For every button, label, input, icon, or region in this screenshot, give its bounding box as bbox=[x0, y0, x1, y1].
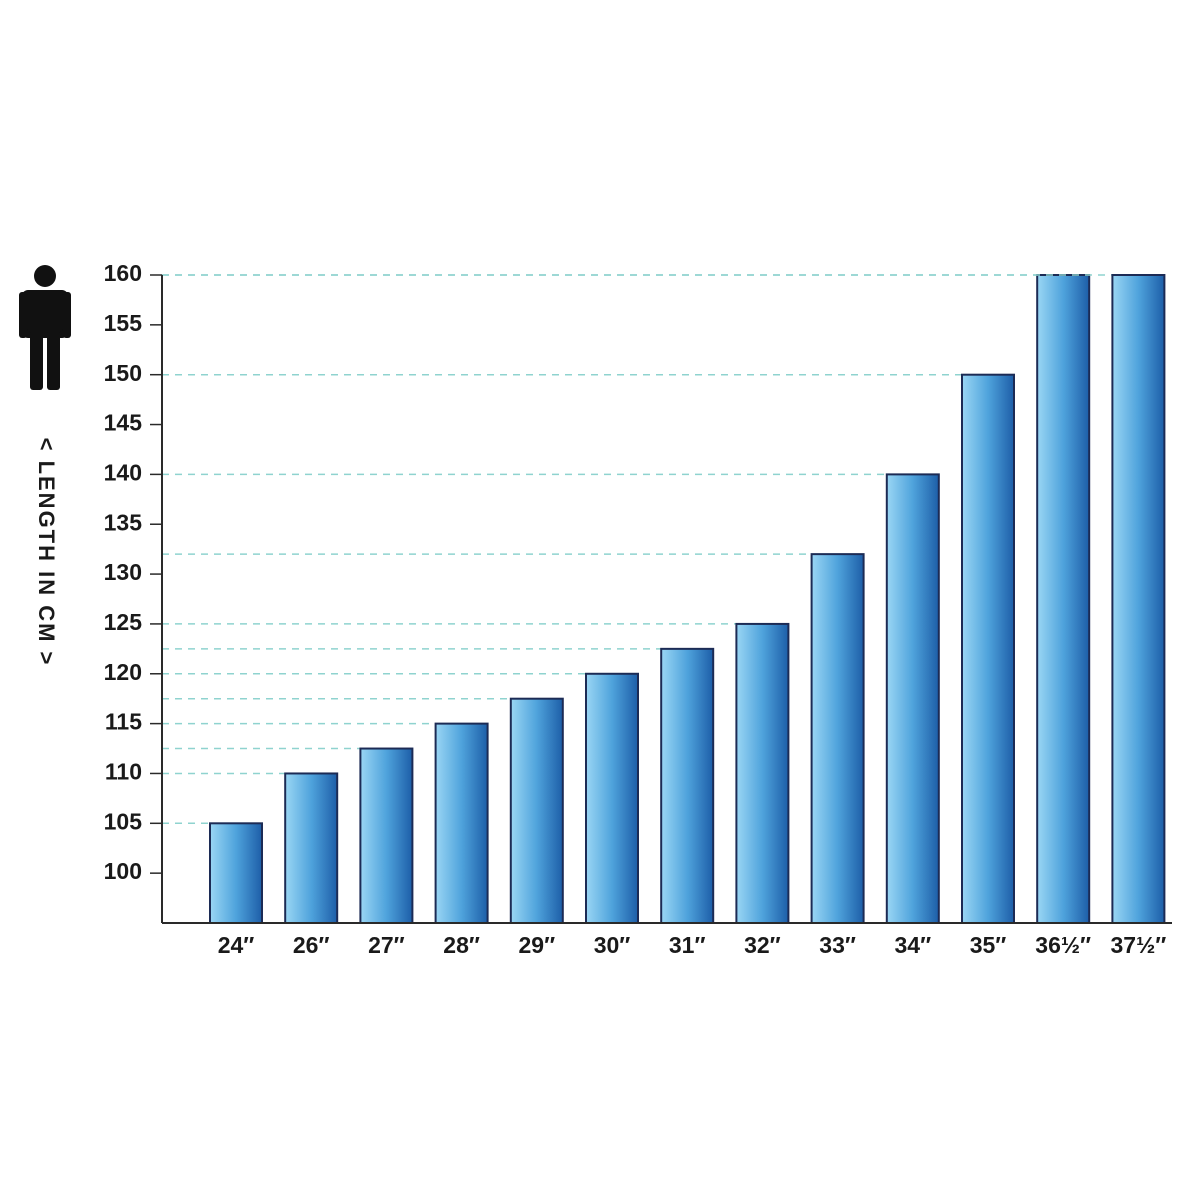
y-tick-label: 125 bbox=[104, 609, 143, 635]
bar bbox=[585, 672, 639, 924]
bar bbox=[209, 822, 263, 924]
x-tick-label: 33″ bbox=[819, 932, 856, 958]
x-tick-label: 32″ bbox=[744, 932, 781, 958]
bar bbox=[735, 622, 790, 925]
x-tick-label: 36½″ bbox=[1035, 932, 1091, 958]
y-tick-label: 110 bbox=[105, 759, 142, 785]
x-tick-label: 34″ bbox=[894, 932, 931, 958]
y-tick-label: 150 bbox=[104, 360, 142, 386]
x-tick-label: 27″ bbox=[368, 932, 405, 958]
y-tick-label: 155 bbox=[104, 310, 143, 336]
y-tick-label: 105 bbox=[104, 808, 143, 834]
x-tick-label: 30″ bbox=[594, 932, 631, 958]
person-icon bbox=[19, 265, 71, 390]
bar bbox=[1111, 274, 1166, 924]
x-tick-label: 26″ bbox=[293, 932, 330, 958]
bar bbox=[660, 647, 715, 924]
x-tick-label: 24″ bbox=[218, 932, 255, 958]
x-tick-label: 37½″ bbox=[1111, 932, 1167, 958]
bar bbox=[810, 553, 865, 925]
bar bbox=[284, 772, 339, 925]
y-tick-label: 100 bbox=[104, 858, 142, 884]
y-tick-label: 130 bbox=[104, 559, 142, 585]
bar bbox=[359, 747, 414, 924]
y-tick-label: 160 bbox=[104, 260, 142, 286]
x-tick-label: 31″ bbox=[669, 932, 706, 958]
bar bbox=[961, 373, 1015, 924]
x-tick-label: 35″ bbox=[970, 932, 1007, 958]
bar bbox=[434, 722, 489, 924]
y-tick-label: 115 bbox=[105, 709, 142, 735]
bar bbox=[509, 697, 564, 925]
bar bbox=[885, 473, 940, 924]
y-axis-label: < LENGTH IN CM > bbox=[34, 438, 59, 667]
y-tick-label: 135 bbox=[104, 509, 143, 535]
y-tick-label: 140 bbox=[104, 459, 142, 485]
x-tick-label: 29″ bbox=[518, 932, 555, 958]
bar bbox=[1036, 274, 1091, 924]
y-tick-label: 145 bbox=[104, 410, 143, 436]
x-tick-label: 28″ bbox=[443, 932, 480, 958]
y-tick-label: 120 bbox=[104, 659, 142, 685]
